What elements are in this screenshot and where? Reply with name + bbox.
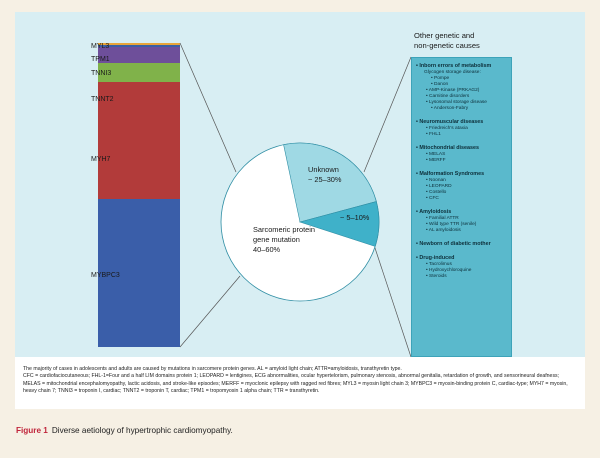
gene-label-mybpc3: MYBPC3 [91, 272, 120, 279]
gene-segment-tnnt2 [98, 63, 180, 82]
gene-stack-bar [98, 43, 180, 347]
cause-category: AmyloidosisFamilial ATTRWild type TTR (s… [416, 209, 511, 234]
cause-category: Mitochondrial diseasesMELASMERFF [416, 145, 511, 164]
cause-item: Costello [416, 190, 511, 196]
cause-item: AL amyloidosis [416, 228, 511, 234]
figure-caption: Figure 1 Diverse aetiology of hypertrophi… [16, 426, 233, 435]
gene-label-myl3: MYL3 [91, 43, 110, 50]
cause-item: Carnitine disorders [416, 94, 511, 100]
cause-category-subtitle: Glycogen storage disease: [424, 70, 481, 75]
gene-label-tnnt2: TNNT2 [91, 96, 114, 103]
gene-segment-mybpc3 [98, 198, 180, 347]
cause-item: LEOPARD [416, 184, 511, 190]
gene-label-myh7: MYH7 [91, 156, 111, 163]
cause-category-name: Newborn of diabetic mother [416, 241, 511, 248]
cause-item: Noonan [416, 178, 511, 184]
cause-category: Newborn of diabetic mother [416, 241, 511, 248]
cause-item: Wild type TTR (senile) [416, 222, 511, 228]
cause-item: Steroids [416, 274, 511, 280]
cause-item: AMP-Kinase (PRKAG2) [416, 88, 511, 94]
other-causes-title: Other genetic and non-genetic causes [414, 31, 480, 50]
pie-label-sarcomeric: Sarcomeric protein gene mutation 40–60% [253, 225, 316, 254]
cause-category-name: Inborn errors of metabolism [416, 63, 511, 70]
figure-title: Diverse aetiology of hypertrophic cardio… [51, 426, 233, 435]
cause-item: CFC [416, 196, 511, 202]
gene-label-tpm1: TPM1 [91, 56, 110, 63]
cause-item: FHL1 [416, 132, 511, 138]
cause-item: Hydroxychloroquine [416, 268, 511, 274]
cause-item: Tacrolimus [416, 262, 511, 268]
pie-label-other: ~ 5–10% [340, 213, 370, 222]
caption-line-1: The majority of cases in adolescents and… [23, 366, 402, 372]
cause-category: Neuromuscular diseasesFriedreich's ataxi… [416, 119, 511, 138]
cause-category: Drug-inducedTacrolimusHydroxychloroquine… [416, 255, 511, 280]
cause-category-name: Amyloidosis [416, 209, 511, 216]
cause-item: MELAS [416, 152, 511, 158]
cause-item: Friedreich's ataxia [416, 126, 511, 132]
cause-category: Malformation SyndromesNoonanLEOPARDCoste… [416, 171, 511, 202]
figure-label: Figure 1 [16, 426, 48, 435]
cause-item: Pompe [416, 76, 511, 82]
cause-item: MERFF [416, 158, 511, 164]
caption-line-2: CFC = cardiofaciocutaneous; FHL-1=Four a… [23, 373, 568, 395]
cause-item: Anderson-Fabry [416, 106, 511, 112]
cause-category-name: Mitochondrial diseases [416, 145, 511, 152]
cause-item: Familial ATTR [416, 216, 511, 222]
gene-segment-tnni3 [98, 47, 180, 64]
cause-item: Danon [416, 82, 511, 88]
abbreviations-caption: The majority of cases in adolescents and… [15, 357, 585, 409]
pie-label-unknown: Unknown ~ 25–30% [308, 165, 342, 184]
gene-segment-myl3 [98, 43, 180, 45]
cause-category-name: Drug-induced [416, 255, 511, 262]
gene-segment-myh7 [98, 81, 180, 199]
cause-category-name: Neuromuscular diseases [416, 119, 511, 126]
gene-label-tnni3: TNNI3 [91, 70, 112, 77]
gene-segment-tpm1 [98, 44, 180, 48]
cause-item: Lysosomal storage disease [416, 100, 511, 106]
cause-category-name: Malformation Syndromes [416, 171, 511, 178]
